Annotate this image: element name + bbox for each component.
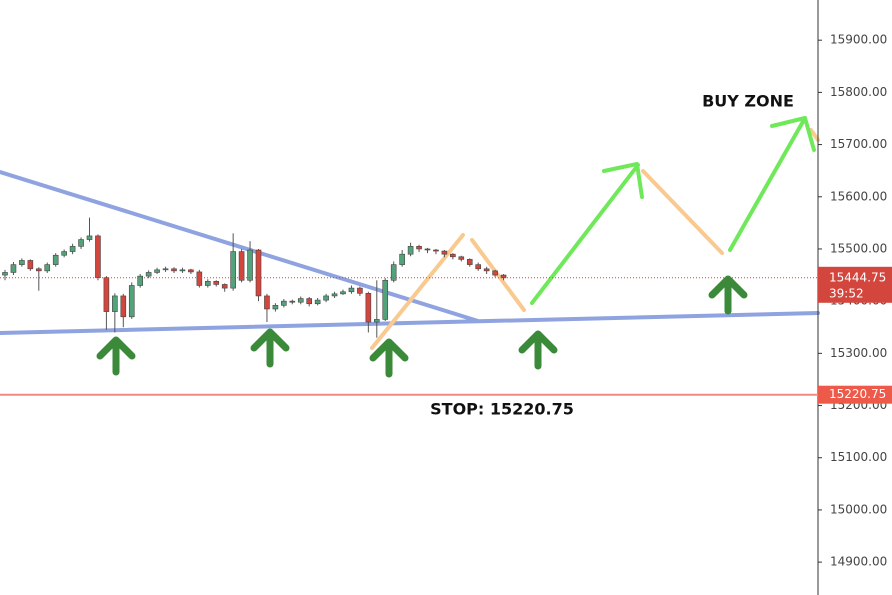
up-arrow [518, 330, 558, 370]
candle-body [120, 295, 127, 318]
candle-body [390, 264, 397, 281]
candle-body [2, 272, 8, 276]
up-arrow [96, 336, 136, 376]
candle-body [52, 254, 59, 265]
candle-body [331, 293, 338, 297]
candle-body [264, 295, 270, 310]
candle-body [230, 251, 236, 289]
candle-body [27, 260, 34, 270]
candle-body [78, 239, 84, 247]
candle-body [416, 246, 422, 250]
candle-body [221, 284, 228, 289]
candle-body [179, 269, 186, 272]
candle-body [86, 235, 93, 240]
candle-body [297, 298, 304, 303]
candle-body [162, 268, 169, 271]
candle-body [500, 274, 507, 279]
countdown-label: 39:52 [829, 286, 864, 300]
candle-body [154, 269, 160, 273]
candle-body [61, 251, 67, 256]
candle-body [44, 264, 51, 272]
y-tick-label: 15800.00 [830, 85, 887, 99]
annotations [0, 116, 820, 378]
candle-body [365, 293, 372, 323]
candle-body [281, 300, 287, 306]
buy-zone-label: BUY ZONE [702, 92, 794, 111]
projection [809, 128, 820, 142]
y-tick-label: 15600.00 [830, 189, 887, 203]
projection-head [602, 162, 644, 199]
candle-body [272, 305, 279, 310]
candle-body [458, 256, 465, 260]
y-tick-label: 15500.00 [830, 241, 887, 255]
candle-body [10, 264, 17, 273]
y-tick-label: 15000.00 [830, 502, 887, 516]
candle-body [441, 250, 448, 255]
candle-body [213, 281, 220, 285]
candle-body [188, 269, 194, 273]
candle-body [433, 249, 439, 252]
candle-body [314, 299, 321, 305]
candle-body [196, 271, 203, 286]
support-line [0, 311, 820, 335]
candle-body [424, 248, 431, 251]
candle-body [205, 281, 211, 286]
candle-body [323, 295, 329, 301]
projection [370, 233, 465, 350]
candle-body [450, 253, 456, 258]
candle-body [137, 275, 143, 286]
candle-body [171, 268, 177, 272]
y-tick-label: 14900.00 [830, 555, 887, 569]
candle-body [306, 298, 313, 305]
last-price-tag [818, 266, 892, 303]
stop-label: STOP: 15220.75 [430, 400, 574, 419]
projection [641, 169, 724, 255]
candle-body [475, 264, 482, 270]
candle-body [373, 319, 380, 323]
candle-body [289, 300, 296, 303]
y-tick-label: 15700.00 [830, 137, 887, 151]
projection-head [770, 116, 816, 152]
candle-body [382, 279, 389, 320]
candle-body [407, 246, 414, 255]
candle-body [128, 285, 135, 318]
candle-body [340, 291, 346, 295]
candle-body [357, 287, 363, 294]
candle-body [19, 260, 25, 265]
y-tick-label: 15100.00 [830, 450, 887, 464]
candle-body [348, 287, 355, 293]
candle-body [112, 295, 118, 312]
stop-price-label: 15220.75 [829, 387, 886, 401]
projection [470, 238, 526, 312]
candle-body [492, 270, 498, 276]
projection [728, 116, 807, 252]
y-tick-label: 15900.00 [830, 33, 887, 47]
up-arrow [369, 338, 409, 378]
trendline [0, 170, 480, 323]
candle-body [247, 249, 253, 281]
y-tick-label: 15300.00 [830, 346, 887, 360]
candle-body [466, 259, 473, 265]
candle-body [483, 268, 490, 272]
projection [530, 163, 640, 305]
candle-body [103, 277, 110, 312]
up-arrow [708, 275, 748, 315]
up-arrows [96, 275, 748, 378]
candle-body [145, 272, 152, 277]
candle-body [95, 235, 101, 278]
candle-body [69, 246, 76, 252]
candle-body [255, 249, 262, 297]
candle-body [238, 251, 245, 281]
up-arrow [250, 328, 290, 368]
last-price-label: 15444.75 [829, 270, 886, 284]
candle-body [399, 253, 405, 265]
candle-body [35, 268, 42, 272]
stop-tag [818, 385, 892, 404]
